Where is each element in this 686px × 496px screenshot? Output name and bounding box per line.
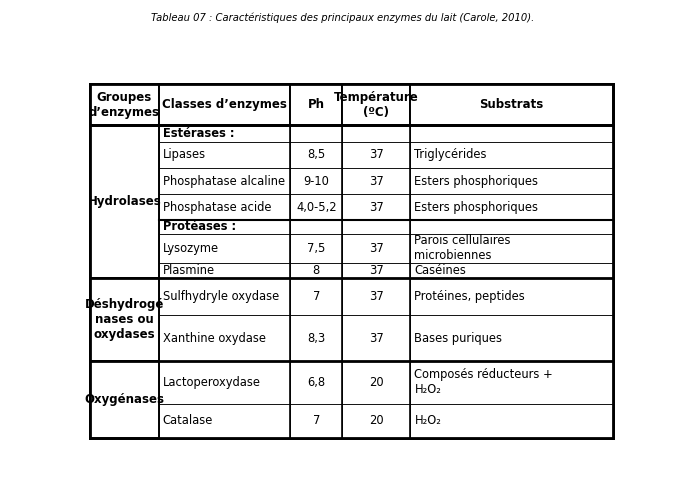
Bar: [158, 234, 290, 263]
Text: Lactoperoxydase: Lactoperoxydase: [163, 375, 261, 389]
Bar: [342, 142, 410, 168]
Text: 37: 37: [369, 264, 383, 277]
Text: Caséines: Caséines: [414, 264, 466, 277]
Bar: [342, 220, 410, 234]
Bar: [410, 194, 613, 220]
Text: Groupes
d’enzymes: Groupes d’enzymes: [88, 91, 160, 119]
Bar: [342, 263, 410, 278]
Bar: [290, 194, 342, 220]
Bar: [90, 278, 158, 361]
Text: Phosphatase acide: Phosphatase acide: [163, 200, 271, 214]
Bar: [158, 142, 290, 168]
Bar: [410, 315, 613, 361]
Text: 4,0-5,2: 4,0-5,2: [296, 200, 337, 214]
Text: Hydrolases: Hydrolases: [87, 195, 161, 208]
Bar: [290, 234, 342, 263]
Text: Plasmine: Plasmine: [163, 264, 215, 277]
Bar: [410, 125, 613, 142]
Text: Protéines, peptides: Protéines, peptides: [414, 291, 525, 304]
Text: Oxygénases: Oxygénases: [84, 393, 164, 406]
Text: 7: 7: [313, 415, 320, 428]
Bar: [342, 125, 410, 142]
Text: 8: 8: [313, 264, 320, 277]
Text: Parois cellulaires
microbiennes: Parois cellulaires microbiennes: [414, 235, 511, 262]
Bar: [410, 404, 613, 438]
Bar: [342, 315, 410, 361]
Text: 37: 37: [369, 332, 383, 345]
Text: 9-10: 9-10: [303, 175, 329, 187]
Text: Classes d’enzymes: Classes d’enzymes: [162, 98, 287, 111]
Text: Substrats: Substrats: [480, 98, 544, 111]
Bar: [158, 278, 290, 315]
Bar: [158, 220, 290, 234]
Bar: [158, 168, 290, 194]
Bar: [410, 168, 613, 194]
Bar: [342, 234, 410, 263]
Bar: [410, 84, 613, 125]
Text: 7,5: 7,5: [307, 242, 325, 255]
Text: 37: 37: [369, 242, 383, 255]
Bar: [342, 168, 410, 194]
Bar: [410, 361, 613, 404]
Text: Tableau 07 : Caractéristiques des principaux enzymes du lait (Carole, 2010).: Tableau 07 : Caractéristiques des princi…: [152, 12, 534, 23]
Bar: [290, 125, 342, 142]
Text: 37: 37: [369, 291, 383, 304]
Text: Composés réducteurs +
H₂O₂: Composés réducteurs + H₂O₂: [414, 368, 553, 396]
Text: 6,8: 6,8: [307, 375, 325, 389]
Bar: [342, 84, 410, 125]
Bar: [158, 404, 290, 438]
Bar: [290, 263, 342, 278]
Text: Esters phosphoriques: Esters phosphoriques: [414, 200, 539, 214]
Bar: [90, 361, 158, 438]
Bar: [410, 234, 613, 263]
Text: H₂O₂: H₂O₂: [414, 415, 441, 428]
Text: 37: 37: [369, 148, 383, 162]
Text: 20: 20: [369, 415, 383, 428]
Text: 7: 7: [313, 291, 320, 304]
Text: Sulfhydryle oxydase: Sulfhydryle oxydase: [163, 291, 279, 304]
Bar: [158, 315, 290, 361]
Text: Lipases: Lipases: [163, 148, 206, 162]
Bar: [158, 263, 290, 278]
Bar: [90, 84, 158, 125]
Bar: [290, 315, 342, 361]
Text: Lysozyme: Lysozyme: [163, 242, 219, 255]
Bar: [290, 220, 342, 234]
Bar: [290, 361, 342, 404]
Bar: [410, 263, 613, 278]
Bar: [410, 220, 613, 234]
Bar: [158, 125, 290, 142]
Bar: [342, 404, 410, 438]
Bar: [342, 278, 410, 315]
Text: 20: 20: [369, 375, 383, 389]
Text: 8,3: 8,3: [307, 332, 325, 345]
Text: Bases puriques: Bases puriques: [414, 332, 502, 345]
Bar: [410, 278, 613, 315]
Bar: [342, 194, 410, 220]
Bar: [158, 84, 290, 125]
Text: 8,5: 8,5: [307, 148, 325, 162]
Text: Estérases :: Estérases :: [163, 127, 235, 140]
Text: Phosphatase alcaline: Phosphatase alcaline: [163, 175, 285, 187]
Bar: [342, 361, 410, 404]
Text: Triglycérides: Triglycérides: [414, 148, 487, 162]
Text: Xanthine oxydase: Xanthine oxydase: [163, 332, 265, 345]
Bar: [158, 194, 290, 220]
Bar: [90, 125, 158, 278]
Text: 37: 37: [369, 200, 383, 214]
Bar: [290, 168, 342, 194]
Bar: [290, 404, 342, 438]
Bar: [290, 84, 342, 125]
Text: Protéases :: Protéases :: [163, 221, 236, 234]
Text: 37: 37: [369, 175, 383, 187]
Bar: [290, 142, 342, 168]
Bar: [158, 361, 290, 404]
Text: Température
(ºC): Température (ºC): [334, 91, 418, 119]
Text: Ph: Ph: [308, 98, 324, 111]
Text: Esters phosphoriques: Esters phosphoriques: [414, 175, 539, 187]
Bar: [410, 142, 613, 168]
Text: Déshydrogé
nases ou
oxydases: Déshydrogé nases ou oxydases: [84, 298, 164, 341]
Bar: [290, 278, 342, 315]
Text: Catalase: Catalase: [163, 415, 213, 428]
